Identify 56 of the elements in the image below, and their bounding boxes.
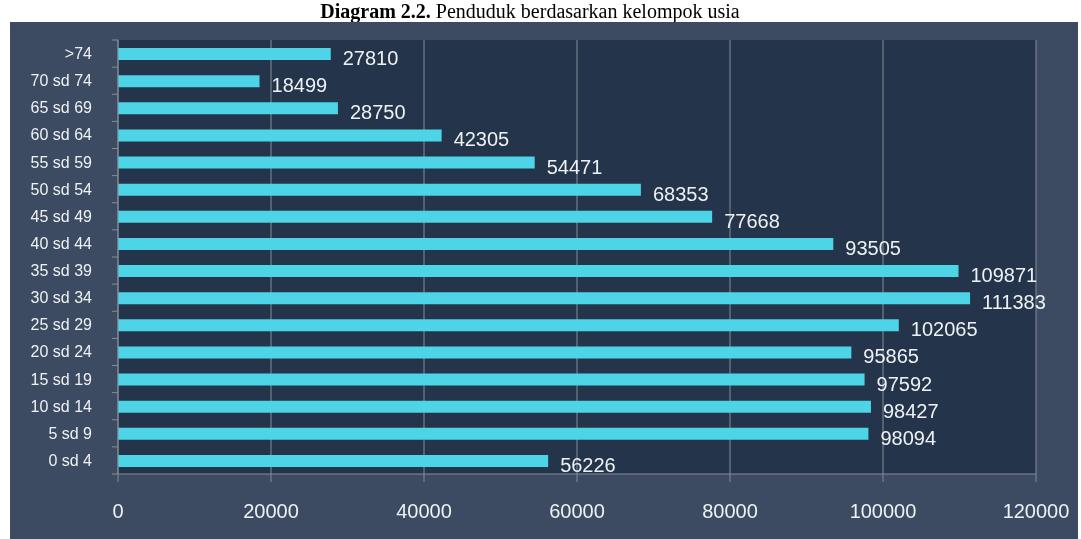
y-tick-label: 5 sd 9 <box>48 424 93 442</box>
bar <box>118 427 869 440</box>
x-tick-label: 0 <box>112 500 124 523</box>
y-tick-label: 65 sd 69 <box>30 99 93 117</box>
x-tick-label: 120000 <box>1002 500 1070 523</box>
bar <box>118 156 535 169</box>
bar <box>118 237 834 250</box>
data-label: 111383 <box>982 291 1046 314</box>
y-tick-label: 35 sd 39 <box>30 262 93 280</box>
data-label: 98094 <box>880 426 937 449</box>
x-tick-label: 40000 <box>396 500 452 523</box>
y-tick-label: 25 sd 29 <box>30 316 93 334</box>
data-label: 27810 <box>342 47 399 69</box>
data-label: 68353 <box>652 182 709 205</box>
y-tick-label: 40 sd 44 <box>30 234 93 252</box>
bar <box>118 102 338 115</box>
y-tick-label: 60 sd 64 <box>30 126 93 144</box>
bar <box>118 210 713 223</box>
data-label: 95865 <box>863 345 919 368</box>
y-tick-label: 30 sd 34 <box>30 289 93 307</box>
x-tick-label: 60000 <box>549 500 605 523</box>
data-label: 18499 <box>271 74 328 97</box>
x-tick-label: 80000 <box>702 500 758 523</box>
y-tick-label: >74 <box>64 45 93 63</box>
data-label: 93505 <box>845 236 901 259</box>
y-tick-label: 45 sd 49 <box>30 207 93 225</box>
y-tick-label: 10 sd 14 <box>30 397 93 415</box>
data-label: 102065 <box>910 318 978 341</box>
bar <box>118 400 871 413</box>
bar <box>118 373 865 386</box>
bar <box>118 129 442 142</box>
y-tick-label: 70 sd 74 <box>30 72 93 90</box>
data-label: 54471 <box>546 155 603 178</box>
y-tick-label: 15 sd 19 <box>30 370 93 388</box>
bar <box>118 48 331 60</box>
bar <box>118 183 641 196</box>
bar <box>118 265 959 277</box>
bar <box>118 454 549 467</box>
data-label: 98427 <box>882 399 939 422</box>
y-tick-label: 0 sd 4 <box>48 451 93 469</box>
data-label: 109871 <box>970 264 1038 286</box>
bar <box>118 75 260 88</box>
chart-title: Diagram 2.2. Penduduk berdasarkan kelompok usia <box>320 0 740 22</box>
y-tick-label: 55 sd 59 <box>30 153 93 171</box>
data-label: 28750 <box>349 101 406 124</box>
y-tick-label: 20 sd 24 <box>30 343 93 361</box>
data-label: 97592 <box>876 372 933 395</box>
data-label: 42305 <box>453 128 510 151</box>
bar <box>118 319 899 332</box>
bar <box>118 292 971 305</box>
data-label: 56226 <box>560 453 616 476</box>
bar <box>118 346 852 359</box>
x-tick-label: 20000 <box>243 500 299 523</box>
data-label: 77668 <box>724 209 780 232</box>
y-tick-label: 50 sd 54 <box>30 180 93 198</box>
x-tick-label: 100000 <box>849 500 917 523</box>
